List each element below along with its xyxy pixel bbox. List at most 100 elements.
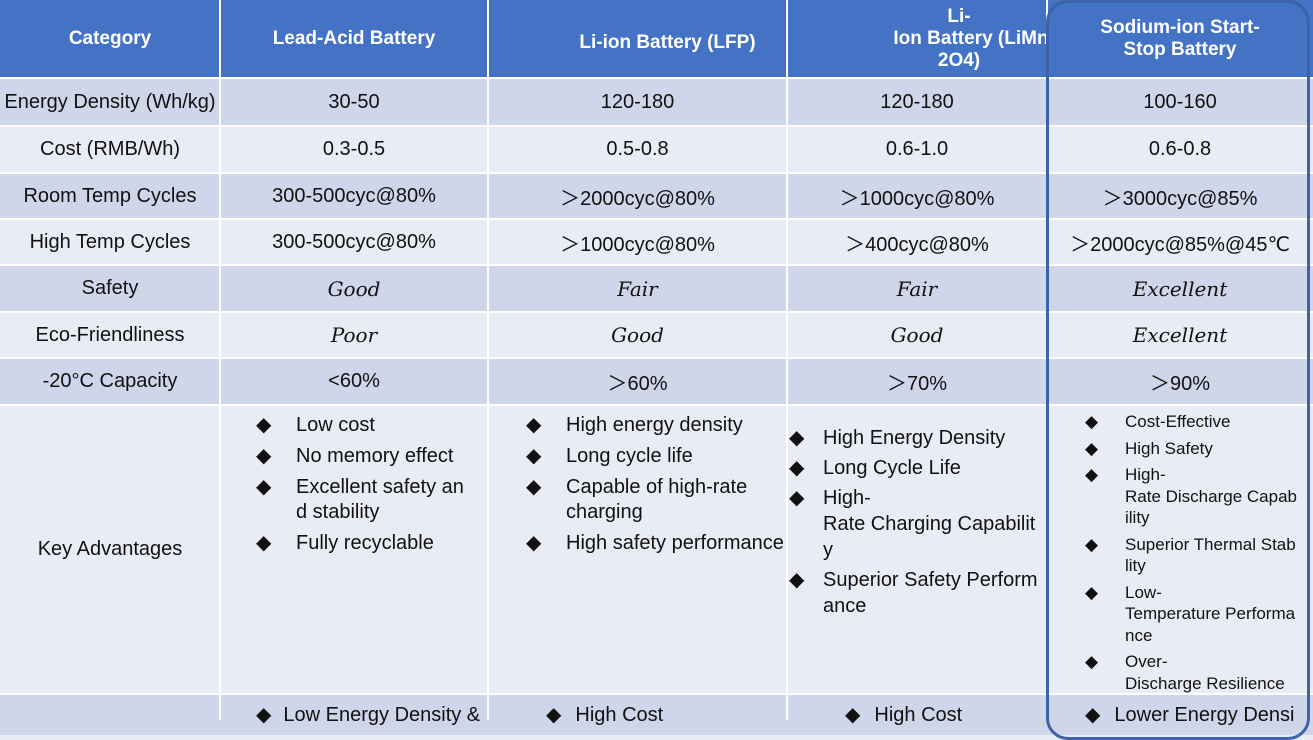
cell-text: ＞60% [607,373,668,395]
cell-category: Eco-Friendliness [0,313,220,357]
advantage-text: d stability [296,501,380,523]
cell-text: Excellent [1132,276,1228,301]
cell-text: 0.6-0.8 [1148,138,1212,160]
cell-sodium: 0.6-0.8 [1047,127,1313,172]
cell-text: 100-160 [1143,90,1217,113]
cell-text: Eco-Friendliness [35,323,185,346]
advantage-item: ◆ Over- Discharge Resilience [1085,651,1297,693]
disadvantages-category [0,695,220,735]
advantage-text: Rate Discharge Capab [1125,486,1297,506]
advantages-sodium-list: ◆ Cost-Effective ◆ High Safety ◆ High- Rate Di… [1085,411,1297,693]
cell-text: 300-500cyc@80% [272,184,436,207]
cell-sodium: Excellent [1047,266,1313,311]
bullet-diamond-icon: ◆ [526,445,542,467]
cell-lfp: 120-180 [488,79,787,125]
cell-lfp: Fair [488,266,787,311]
cell-limn: Fair [787,266,1047,311]
row-divider [0,404,1313,406]
bullet-diamond-icon: ◆ [256,476,272,498]
advantage-text: ance [823,595,867,617]
row-divider [0,218,1313,220]
advantages-category: Key Advantages [0,405,220,693]
advantage-item: ◆ Superior Thermal Stab lity [1085,534,1297,577]
cell-limn: Good [787,313,1047,357]
advantage-text: Low cost [296,414,375,436]
advantage-text: Capable of high-rate [566,476,748,498]
cell-sodium: 100-160 [1047,79,1313,125]
disadvantages-lfp: ◆ High Cost [488,695,787,735]
column-divider [219,0,221,720]
cell-text: 0.3-0.5 [322,138,386,160]
advantage-item: ◆ High Safety [1085,438,1297,460]
advantages-limn: ◆ High Energy Density ◆ Long Cycle Life ◆ Hig… [787,405,1047,693]
bullet-diamond-icon: ◆ [1085,652,1099,671]
advantages-lfp: ◆ High energy density ◆ Long cycle life ◆ Cap… [488,405,787,693]
bullet-diamond-icon: ◆ [789,487,805,509]
row-divider [0,77,1313,79]
cell-text: ＞2000cyc@85%@45℃ [1070,233,1290,256]
bullet-diamond-icon: ◆ [789,569,805,591]
advantage-text: Excellent safety an [296,476,464,498]
cell-text: <60% [328,370,380,392]
cell-limn: 120-180 [787,79,1047,125]
cell-limn: ＞400cyc@80% [787,220,1047,264]
cell-lead-acid: 300-500cyc@80% [220,174,488,218]
cell-lead-acid: 30-50 [220,79,488,125]
advantage-item: ◆ Low- Temperature Performa nce [1085,582,1297,647]
advantage-item: ◆ Cost-Effective [1085,411,1297,433]
disadvantages-limn: ◆ High Cost [787,695,1047,735]
cell-lfp: ＞60% [488,359,787,404]
cell-text: Cost (RMB/Wh) [40,138,180,160]
cell-lfp: ＞2000cyc@80% [488,174,787,218]
advantage-text: High- [823,487,871,509]
cell-text: ＞70% [886,373,948,395]
advantage-item: ◆ Low cost [256,413,464,438]
advantage-text: Long Cycle Life [823,457,961,479]
bullet-diamond-icon: ◆ [526,532,542,554]
cell-sodium: ＞3000cyc@85% [1047,174,1313,218]
cell-category: High Temp Cycles [0,220,220,264]
cell-text: Good [327,276,381,301]
bullet-diamond-icon: ◆ [789,427,805,449]
advantage-text: Long cycle life [566,445,693,467]
cell-lead-acid: Poor [220,313,488,357]
cell-text: Good [890,323,944,347]
advantages-lead-acid-list: ◆ Low cost ◆ No memory effect ◆ Excellent sa… [256,413,464,562]
advantage-text: Superior Thermal Stab [1125,534,1296,554]
cell-text: ＞400cyc@80% [845,233,989,256]
advantage-text: High energy density [566,414,743,436]
advantage-text: High Safety [1125,438,1213,458]
cell-limn: ＞1000cyc@80% [787,174,1047,218]
advantage-item: ◆ Excellent safety an d stability [256,475,464,525]
cell-lfp: 0.5-0.8 [488,127,787,172]
bullet-diamond-icon: ◆ [256,414,272,436]
advantage-text: nce [1125,625,1153,645]
row-divider [0,311,1313,313]
column-divider [786,0,788,720]
advantage-text: Temperature Performa [1125,604,1296,623]
cell-text: ＞2000cyc@80% [560,187,715,210]
header-category: Category [0,0,220,78]
advantage-text: Low- [1125,582,1162,602]
cell-text: 30-50 [328,90,380,113]
cell-lead-acid: 300-500cyc@80% [220,220,488,264]
cell-category: Room Temp Cycles [0,174,220,218]
bullet-diamond-icon: ◆ [256,445,272,467]
cell-text: ＞1000cyc@80% [560,233,715,256]
row-divider [0,693,1313,695]
cell-text: Safety [81,277,139,299]
advantage-item: ◆ Fully recyclable [256,531,464,556]
cell-lfp: ＞1000cyc@80% [488,220,787,264]
advantage-item: ◆ High- Rate Charging Capabilit y [789,485,1038,563]
advantage-text: Superior Safety Perform [823,569,1038,591]
advantage-item: ◆ Superior Safety Perform ance [789,567,1038,619]
disadvantages-sodium: ◆ Lower Energy Densi [1047,695,1313,735]
cell-text: Good [611,323,664,347]
advantages-lead-acid: ◆ Low cost ◆ No memory effect ◆ Excellent sa… [220,405,488,693]
cell-text: ＞3000cyc@85% [1102,187,1258,210]
advantages-sodium: ◆ Cost-Effective ◆ High Safety ◆ High- Rate Di… [1047,405,1313,693]
row-divider [0,357,1313,359]
header-lfp: Li-ion Battery (LFP) [488,0,787,78]
cell-text: Fair [617,276,658,301]
